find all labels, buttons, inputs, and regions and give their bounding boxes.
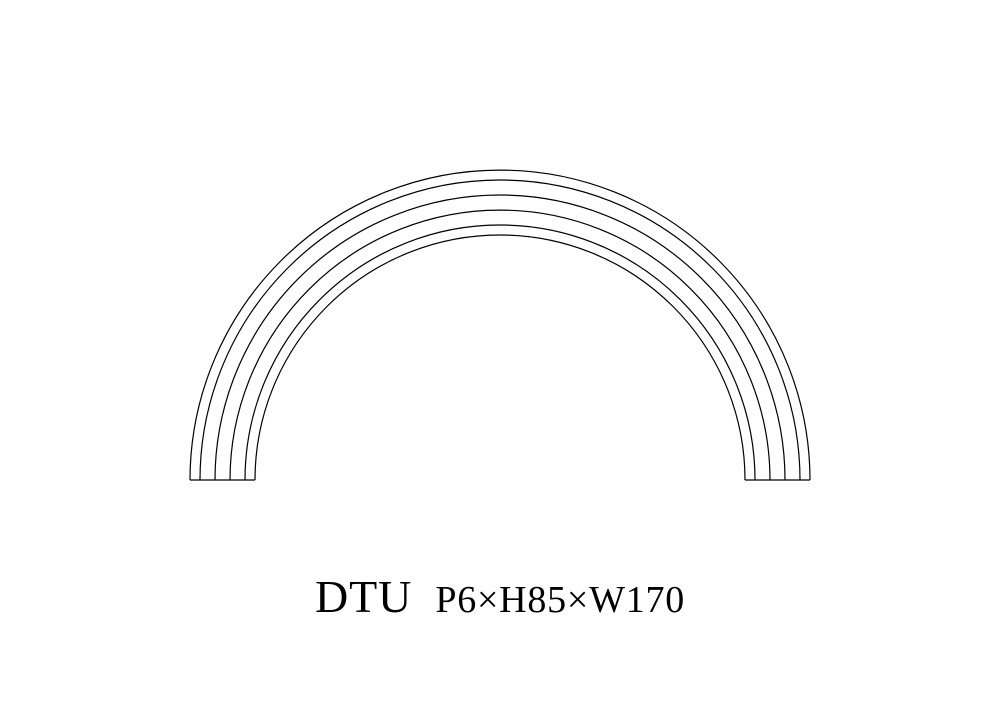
diagram-canvas: DTU P6×H85×W170 bbox=[0, 0, 1000, 714]
arch-ring-5 bbox=[190, 170, 810, 480]
arch-ring-1 bbox=[245, 225, 755, 480]
product-dimensions: P6×H85×W170 bbox=[435, 579, 685, 621]
label-row: DTU P6×H85×W170 bbox=[0, 570, 1000, 623]
product-code: DTU bbox=[315, 571, 412, 622]
arch-ring-2 bbox=[230, 210, 770, 480]
